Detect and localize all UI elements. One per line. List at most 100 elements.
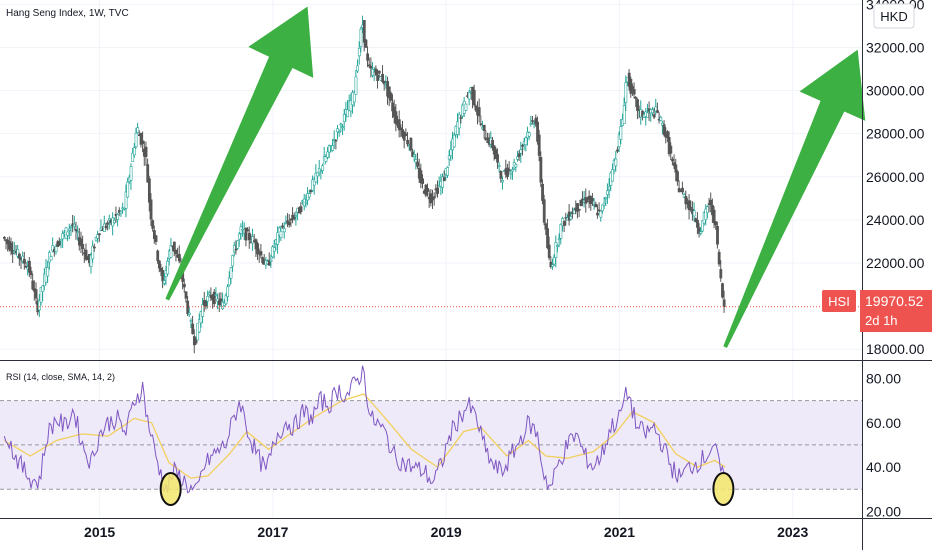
candle-body bbox=[442, 177, 446, 182]
candle-body bbox=[331, 145, 335, 151]
candle-body bbox=[634, 96, 638, 99]
candle-body bbox=[54, 246, 58, 253]
candle-body bbox=[692, 210, 696, 217]
price-candles bbox=[3, 15, 726, 354]
candle-body bbox=[699, 231, 703, 234]
candle-body bbox=[219, 298, 223, 302]
currency-badge[interactable]: HKD bbox=[873, 3, 915, 29]
candle-body bbox=[326, 151, 330, 158]
candle-body bbox=[304, 201, 308, 204]
candle-body bbox=[132, 147, 136, 156]
time-tick-label: 2021 bbox=[604, 524, 635, 540]
candle-body bbox=[662, 124, 666, 136]
last-price-tag: 19970.52 2d 1h bbox=[860, 290, 932, 332]
candle-body bbox=[18, 253, 21, 259]
candle-body bbox=[446, 167, 449, 176]
candle-body bbox=[259, 251, 263, 256]
candle-body bbox=[576, 203, 579, 212]
candle-body bbox=[46, 267, 50, 277]
green-up-arrow bbox=[723, 49, 866, 348]
candle-body bbox=[59, 239, 63, 242]
candle-body bbox=[342, 114, 346, 122]
candle-body bbox=[646, 112, 649, 119]
candle-body bbox=[651, 109, 654, 114]
candle-body bbox=[144, 146, 148, 157]
candle-body bbox=[527, 132, 531, 137]
candle-body bbox=[652, 114, 656, 118]
price-tick-label: 32000.00 bbox=[866, 39, 925, 55]
candle-body bbox=[316, 172, 320, 177]
candle-body bbox=[594, 203, 598, 208]
rsi-tick-label: 40.00 bbox=[866, 459, 901, 475]
candle-body bbox=[112, 220, 116, 224]
candle-body bbox=[104, 225, 108, 229]
rsi-axis[interactable]: 80.00 60.00 40.00 20.00 bbox=[866, 371, 901, 520]
candle-body bbox=[281, 225, 285, 228]
candle-body bbox=[666, 131, 669, 138]
candle-body bbox=[68, 228, 71, 231]
candle-body bbox=[506, 167, 509, 177]
chart-title: Hang Seng Index, 1W, TVC bbox=[6, 8, 129, 19]
rsi-highlight-circles bbox=[159, 472, 735, 506]
candle-body bbox=[151, 220, 155, 229]
candle-body bbox=[177, 254, 181, 262]
candle-body bbox=[472, 89, 476, 106]
candle-body bbox=[501, 180, 504, 183]
candle-body bbox=[231, 255, 235, 267]
candle-body bbox=[554, 242, 558, 259]
candle-body bbox=[341, 126, 345, 128]
candle-body bbox=[234, 248, 238, 251]
candle-body bbox=[669, 145, 673, 154]
candle-body bbox=[712, 209, 716, 224]
candle-body bbox=[482, 124, 486, 131]
candle-body bbox=[191, 323, 195, 334]
time-axis[interactable]: 2015 2017 2019 2021 2023 bbox=[84, 524, 808, 540]
candle-body bbox=[269, 259, 273, 262]
candle-body bbox=[541, 183, 544, 201]
candle-body bbox=[459, 117, 463, 119]
candle-body bbox=[591, 198, 594, 202]
candle-body bbox=[126, 181, 130, 198]
candle-body bbox=[389, 92, 393, 101]
price-tick-label: 24000.00 bbox=[866, 212, 925, 228]
candle-body bbox=[491, 140, 494, 149]
currency-label: HKD bbox=[880, 9, 907, 24]
candle-body bbox=[134, 132, 138, 148]
candle-body bbox=[232, 245, 236, 253]
price-tick-label: 22000.00 bbox=[866, 255, 925, 271]
symbol-tag: HSI bbox=[822, 290, 856, 312]
candle-body bbox=[616, 149, 619, 152]
candle-body bbox=[352, 91, 356, 103]
candle-body bbox=[414, 159, 418, 163]
candle-body bbox=[124, 191, 128, 209]
candle-body bbox=[376, 74, 380, 81]
candle-body bbox=[364, 39, 368, 48]
candle-body bbox=[412, 154, 416, 157]
candle-body bbox=[334, 139, 338, 142]
candle-body bbox=[577, 208, 581, 211]
candle-body bbox=[149, 199, 153, 220]
candle-body bbox=[606, 190, 609, 195]
candle-body bbox=[244, 227, 248, 241]
candle-body bbox=[9, 242, 13, 251]
rsi-sma-line bbox=[3, 393, 726, 479]
candle-body bbox=[402, 132, 406, 141]
candle-body bbox=[447, 155, 451, 160]
candle-body bbox=[467, 92, 471, 100]
rsi-highlight-circle bbox=[712, 472, 735, 506]
candle-body bbox=[136, 127, 140, 133]
rsi-tick-label: 20.00 bbox=[866, 503, 901, 519]
candle-body bbox=[436, 187, 439, 194]
candle-body bbox=[251, 236, 255, 244]
candle-body bbox=[586, 200, 589, 203]
candle-body bbox=[204, 300, 208, 307]
candle-body bbox=[496, 154, 499, 163]
candle-body bbox=[146, 164, 150, 183]
candle-body bbox=[357, 48, 361, 57]
candle-body bbox=[73, 224, 76, 227]
candle-body bbox=[91, 245, 95, 260]
candle-body bbox=[547, 244, 551, 259]
candle-body bbox=[166, 261, 170, 275]
candle-body bbox=[294, 215, 298, 218]
